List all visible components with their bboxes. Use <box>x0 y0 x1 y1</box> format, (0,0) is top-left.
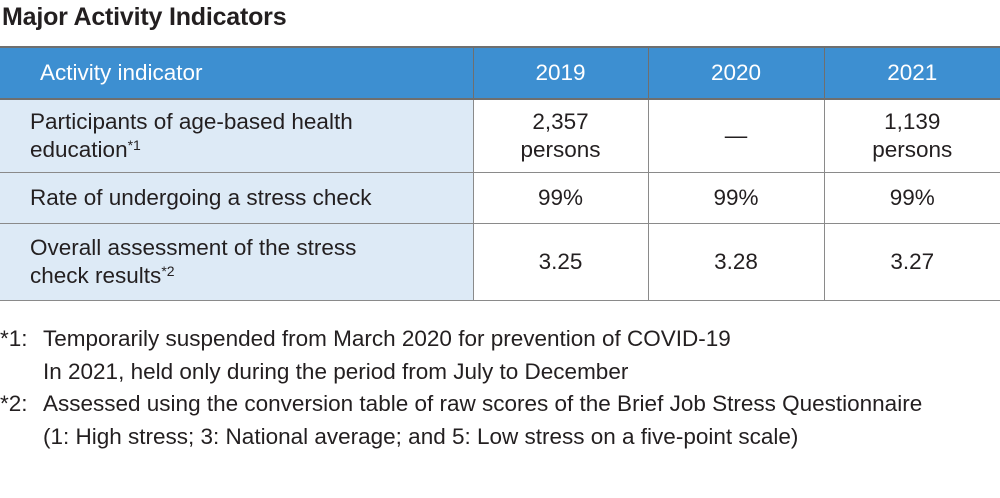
cell-2019: 3.25 <box>472 223 648 301</box>
cell-2019: 2,357 persons <box>472 99 648 173</box>
row-label-text: Rate of undergoing a stress check <box>30 185 372 210</box>
footnote-line: Temporarily suspended from March 2020 fo… <box>43 326 731 351</box>
row-label: Participants of age-based health educati… <box>0 99 473 173</box>
cell-2020: — <box>647 99 824 173</box>
row-label-text: Participants of age-based health educati… <box>30 109 353 162</box>
cell-value: 1,139 persons <box>872 109 953 162</box>
table-row: Participants of age-based health educati… <box>0 99 1000 173</box>
cell-2021: 1,139 persons <box>823 99 1000 173</box>
activity-indicators-table: Activity indicator 2019 2020 2021 Partic… <box>0 46 1000 301</box>
table-row: Overall assessment of the stress check r… <box>0 223 1000 301</box>
footnote-mark: *2: <box>0 391 28 416</box>
header-2019: 2019 <box>472 46 648 100</box>
footnote-2: *2: Assessed using the conversion table … <box>0 388 1000 453</box>
header-activity-indicator: Activity indicator <box>0 46 473 100</box>
footnote-mark: *1: <box>0 326 28 351</box>
table-row: Rate of undergoing a stress check 99% 99… <box>0 172 1000 224</box>
footnote-ref: *2 <box>161 263 175 279</box>
footnote-body: Temporarily suspended from March 2020 fo… <box>43 323 1000 388</box>
footnote-1: *1: Temporarily suspended from March 202… <box>0 323 1000 388</box>
header-2020: 2020 <box>647 46 824 100</box>
header-2021: 2021 <box>823 46 1000 100</box>
cell-2019: 99% <box>472 172 648 224</box>
row-label-text: Overall assessment of the stress check r… <box>30 235 357 288</box>
cell-2020: 3.28 <box>647 223 824 301</box>
table-header-row: Activity indicator 2019 2020 2021 <box>0 46 1000 100</box>
row-label: Rate of undergoing a stress check <box>0 172 473 224</box>
cell-value: 2,357 persons <box>520 109 601 162</box>
footnote-ref: *1 <box>127 137 141 153</box>
cell-2020: 99% <box>647 172 824 224</box>
footnote-line: In 2021, held only during the period fro… <box>43 358 629 384</box>
footnote-body: Assessed using the conversion table of r… <box>43 388 1000 453</box>
cell-2021: 99% <box>823 172 1000 224</box>
footnotes: *1: Temporarily suspended from March 202… <box>0 323 1000 453</box>
page-title: Major Activity Indicators <box>2 3 287 31</box>
cell-2021: 3.27 <box>823 223 1000 301</box>
footnote-line: Assessed using the conversion table of r… <box>43 391 923 449</box>
cell-value: — <box>724 123 748 148</box>
row-label: Overall assessment of the stress check r… <box>0 223 473 301</box>
